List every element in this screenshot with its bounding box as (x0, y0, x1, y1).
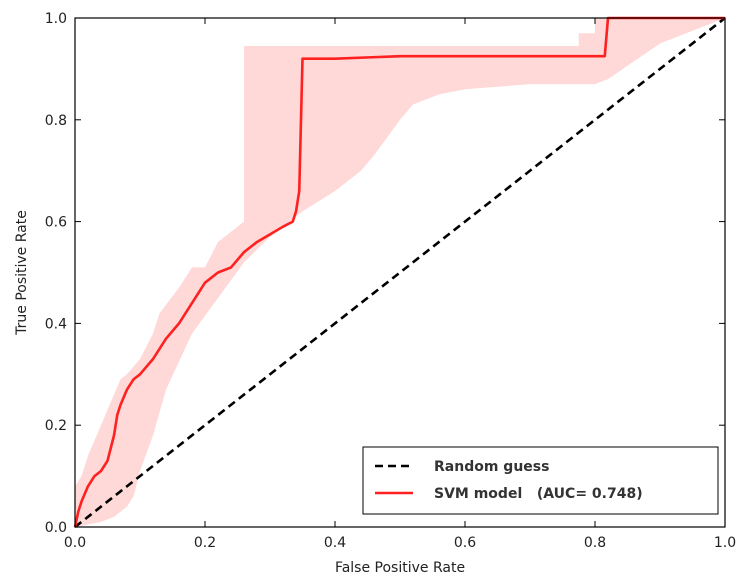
legend-box (362, 446, 719, 515)
x-tick-label: 0.8 (584, 535, 606, 551)
y-tick-label: 1.0 (45, 11, 67, 27)
y-tick-label: 0.2 (45, 418, 67, 434)
x-tick-label: 0.0 (64, 535, 86, 551)
plot-frame (74, 17, 726, 528)
y-axis-ticks: 0.0 0.2 0.4 0.6 0.8 1.0 (45, 11, 725, 536)
confidence-band-layer (75, 18, 725, 527)
svm-model-layer (73, 16, 725, 528)
y-tick-label: 0.4 (45, 316, 67, 332)
x-tick-label: 0.4 (324, 535, 346, 551)
svm-model-line (73, 16, 725, 528)
x-tick-label: 1.0 (714, 535, 736, 551)
confidence-band (75, 18, 725, 527)
y-axis-title: True Positive Rate (14, 210, 30, 336)
legend: Random guess SVM model (AUC= 0.748) (362, 446, 719, 515)
y-tick-label: 0.0 (45, 520, 67, 536)
x-axis-ticks: 0.0 0.2 0.4 0.6 0.8 1.0 (64, 18, 736, 551)
legend-label-random-guess: Random guess (434, 459, 549, 475)
x-axis-title: False Positive Rate (335, 560, 465, 576)
x-tick-label: 0.6 (454, 535, 476, 551)
y-tick-label: 0.8 (45, 113, 67, 129)
x-tick-label: 0.2 (194, 535, 216, 551)
random-guess-layer (74, 16, 726, 529)
legend-label-svm-model: SVM model (AUC= 0.748) (434, 486, 643, 502)
random-guess-line (74, 16, 726, 529)
y-tick-label: 0.6 (45, 215, 67, 231)
